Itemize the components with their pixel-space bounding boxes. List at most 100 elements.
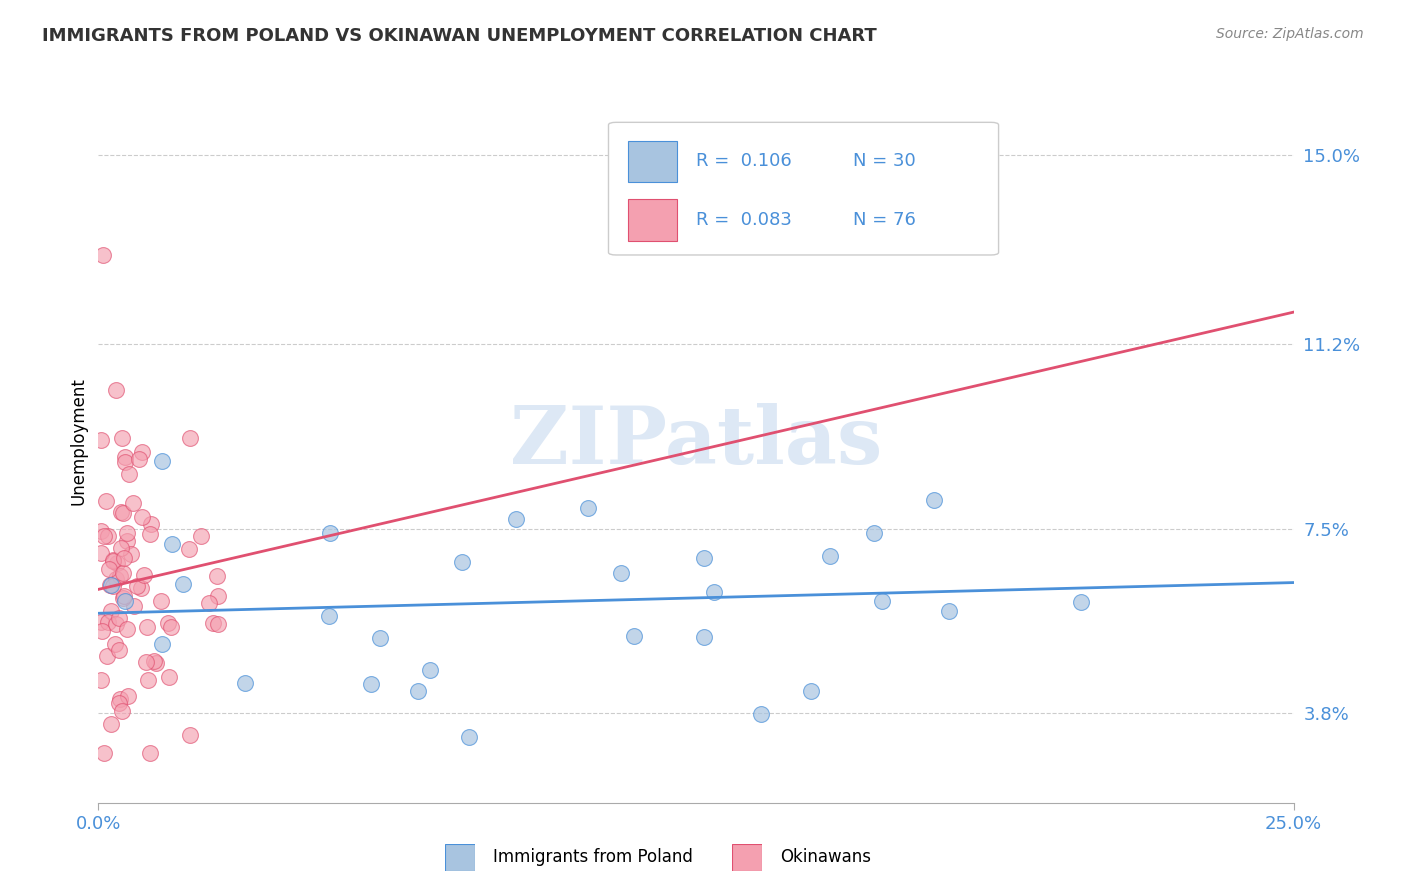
Point [96, 648, 118, 663]
Point [111, 705, 134, 719]
Point [114, 455, 136, 469]
Point [135, 655, 157, 669]
Point [458, 730, 481, 744]
Point [131, 509, 153, 524]
Point [139, 746, 162, 760]
Point [233, 675, 256, 690]
Point [100, 578, 122, 592]
Point [202, 615, 225, 630]
Point [108, 568, 131, 582]
Point [114, 594, 136, 608]
Point [150, 637, 173, 651]
Point [112, 589, 135, 603]
Point [97, 615, 120, 629]
Point [156, 615, 179, 630]
Point [100, 604, 122, 618]
Text: Source: ZipAtlas.com: Source: ZipAtlas.com [1216, 27, 1364, 41]
Point [117, 689, 139, 703]
Point [101, 553, 124, 567]
Point [90, 673, 112, 687]
Point [179, 728, 201, 742]
Point [136, 620, 159, 634]
Text: IMMIGRANTS FROM POLAND VS OKINAWAN UNEMPLOYMENT CORRELATION CHART: IMMIGRANTS FROM POLAND VS OKINAWAN UNEMP… [42, 27, 877, 45]
Point [108, 643, 131, 657]
Point [91, 248, 114, 262]
Point [110, 692, 132, 706]
Y-axis label: Unemployment: Unemployment [69, 377, 87, 506]
Point [1070, 595, 1092, 609]
Text: Immigrants from Poland: Immigrants from Poland [494, 848, 693, 866]
Point [190, 528, 212, 542]
Point [576, 500, 599, 515]
Point [121, 495, 143, 509]
Point [419, 664, 441, 678]
Point [115, 526, 138, 541]
Point [91, 624, 114, 639]
Point [368, 631, 391, 645]
Point [692, 631, 714, 645]
Point [143, 654, 166, 668]
Point [131, 445, 153, 459]
Point [105, 572, 128, 586]
Point [159, 620, 181, 634]
Point [207, 589, 229, 603]
Point [105, 384, 128, 398]
Point [115, 622, 138, 636]
Point [160, 536, 183, 550]
Point [198, 596, 221, 610]
Point [451, 556, 474, 570]
Point [125, 579, 148, 593]
Point [101, 554, 124, 568]
Point [318, 609, 340, 624]
Point [207, 617, 229, 632]
Point [623, 629, 645, 643]
Point [922, 493, 945, 508]
Point [111, 431, 134, 445]
Point [136, 673, 159, 687]
Point [110, 541, 132, 555]
Point [129, 581, 152, 595]
Point [122, 599, 145, 614]
Point [114, 450, 136, 464]
Point [938, 604, 960, 618]
Point [115, 534, 138, 549]
Point [100, 716, 122, 731]
Point [818, 549, 841, 563]
Point [100, 577, 122, 591]
Point [112, 550, 135, 565]
Point [120, 547, 142, 561]
Point [112, 507, 135, 521]
Point [179, 431, 201, 445]
Point [141, 516, 163, 531]
Point [132, 567, 155, 582]
Point [94, 493, 117, 508]
Point [157, 670, 180, 684]
Point [93, 529, 115, 543]
Point [610, 566, 633, 581]
Point [107, 611, 129, 625]
Point [118, 467, 141, 481]
Point [870, 594, 893, 608]
Point [90, 524, 112, 538]
Point [319, 525, 342, 540]
Point [110, 504, 132, 518]
Point [149, 594, 172, 608]
Point [90, 615, 112, 629]
Point [111, 566, 134, 580]
Point [97, 562, 120, 576]
Point [505, 512, 527, 526]
Point [104, 637, 127, 651]
Point [111, 591, 134, 606]
Point [139, 527, 162, 541]
Point [128, 452, 150, 467]
Point [693, 550, 716, 565]
Point [800, 684, 823, 698]
Point [406, 684, 429, 698]
Point [108, 696, 131, 710]
Point [749, 706, 772, 721]
Point [105, 556, 128, 570]
Text: ZIPatlas: ZIPatlas [510, 402, 882, 481]
Point [93, 746, 115, 760]
Point [145, 657, 167, 671]
Point [97, 529, 120, 543]
